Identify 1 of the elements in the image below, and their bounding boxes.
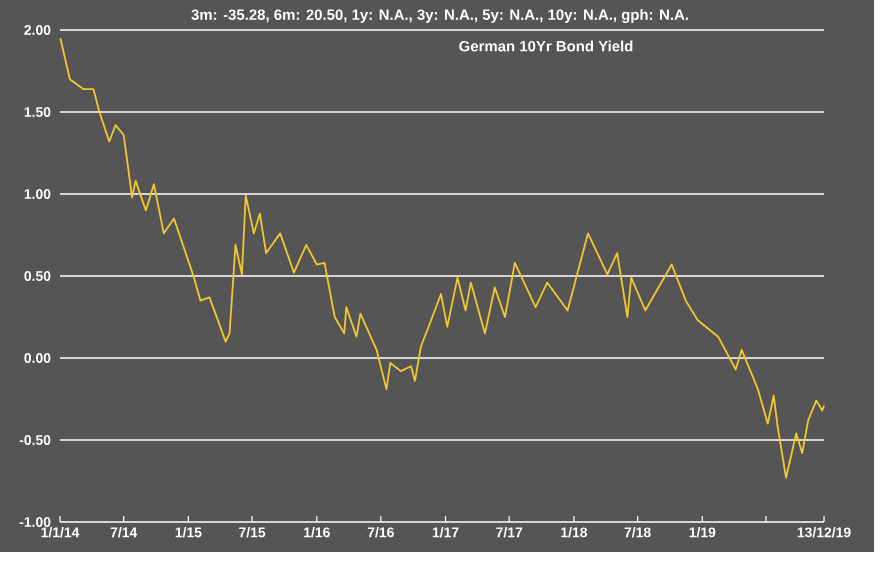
line-series — [59, 37, 825, 479]
